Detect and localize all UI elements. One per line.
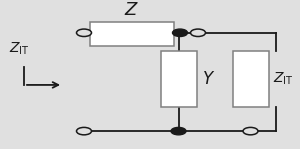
- Circle shape: [243, 127, 258, 135]
- FancyBboxPatch shape: [90, 22, 174, 46]
- Circle shape: [76, 29, 92, 37]
- Text: $\mathit{Y}$: $\mathit{Y}$: [202, 70, 216, 88]
- Circle shape: [172, 29, 188, 37]
- Text: $\mathit{Z}_{\mathrm{IT}}$: $\mathit{Z}_{\mathrm{IT}}$: [9, 41, 30, 57]
- Circle shape: [171, 127, 186, 135]
- Circle shape: [76, 127, 92, 135]
- Text: $\mathit{Z}_{\mathrm{IT}}$: $\mathit{Z}_{\mathrm{IT}}$: [273, 71, 294, 87]
- FancyBboxPatch shape: [232, 51, 268, 107]
- Circle shape: [190, 29, 206, 37]
- Text: $\mathit{Z}$: $\mathit{Z}$: [124, 1, 140, 19]
- FancyBboxPatch shape: [160, 51, 196, 107]
